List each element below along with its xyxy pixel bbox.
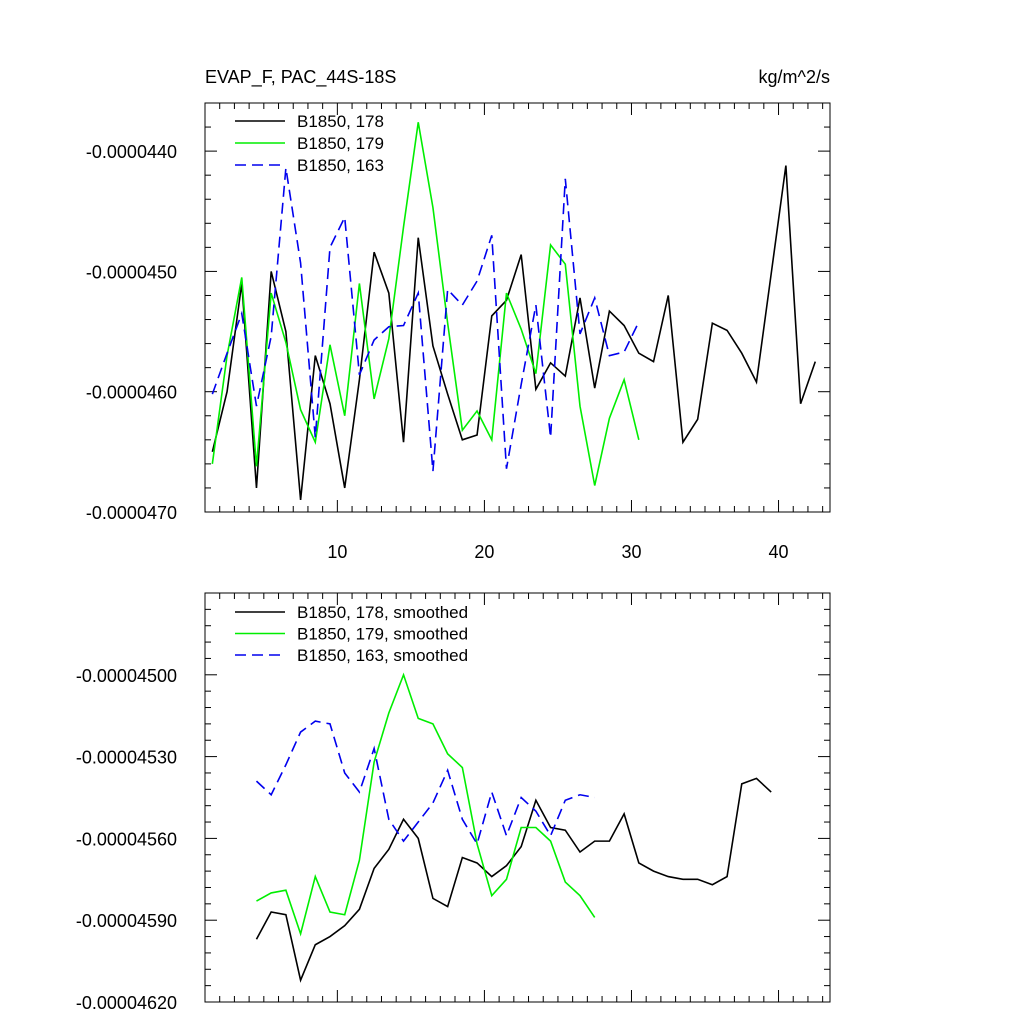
p1-legend-label-3: B1850, 163, smoothed — [297, 646, 468, 665]
top-panel: -0.0000470 -0.0000460 -0.0000450 -0.0000440… — [86, 67, 831, 562]
chart-title: EVAP_F, PAC_44S-18S — [205, 67, 396, 88]
p0-plot-frame — [204, 102, 831, 513]
p0-series-line-1 — [211, 165, 817, 501]
p0-x-tick-label: 20 — [474, 542, 494, 562]
p1-plot-frame — [204, 592, 831, 1003]
p1-y-tick-label: -0.00004500 — [76, 666, 177, 686]
p1-series-line-3 — [255, 720, 595, 846]
p1-series-line-1 — [255, 777, 772, 983]
p1-y-tick-label: -0.00004530 — [76, 748, 177, 768]
p0-series-line-2 — [211, 122, 640, 486]
p0-x-tick-label: 40 — [769, 542, 789, 562]
p1-series-line-2 — [256, 672, 596, 937]
p0-y-tick-label: -0.0000450 — [86, 262, 177, 282]
p1-legend-label-2: B1850, 179, smoothed — [297, 625, 468, 644]
p0-legend-label-2: B1850, 179 — [297, 134, 384, 153]
p1-y-tick-label: -0.00004560 — [76, 829, 177, 849]
p0-y-tick-label: -0.0000460 — [86, 383, 177, 403]
p1-y-tick-label: -0.00004590 — [76, 911, 177, 931]
bottom-panel: -0.00004620 -0.00004590 -0.00004560 -0.0000… — [76, 592, 831, 1013]
p0-legend-label-3: B1850, 163 — [297, 156, 384, 175]
p0-y-tick-label: -0.0000470 — [86, 503, 177, 523]
p1-legend-label-1: B1850, 178, smoothed — [297, 603, 468, 622]
units-label: kg/m^2/s — [759, 67, 830, 87]
p0-y-tick-label: -0.0000440 — [86, 142, 177, 162]
p1-y-tick-label: -0.00004620 — [76, 993, 177, 1013]
p0-x-tick-label: 10 — [327, 542, 347, 562]
p0-legend-label-1: B1850, 178 — [297, 112, 384, 131]
p0-x-tick-label: 30 — [621, 542, 641, 562]
p0-series-line-3 — [211, 167, 640, 472]
